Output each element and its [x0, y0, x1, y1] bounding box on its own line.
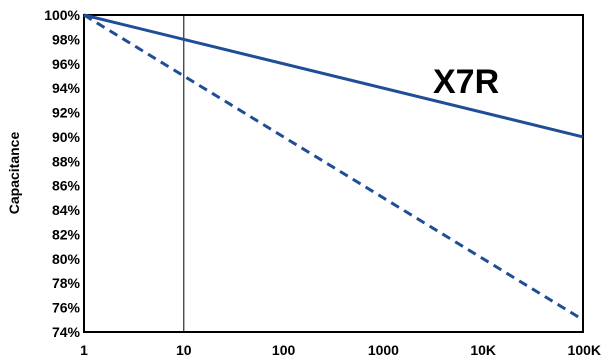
x-tick-label: 1 [80, 342, 88, 358]
y-tick-label: 88% [52, 153, 81, 169]
y-tick-label: 98% [52, 31, 81, 47]
y-tick-label: 86% [52, 178, 81, 194]
plot-frame [83, 14, 584, 333]
series-line-x7r [83, 13, 584, 139]
series-line-dashed [83, 13, 584, 322]
y-tick-label: 96% [52, 56, 81, 72]
series-label-x7r: X7R [433, 63, 499, 101]
y-tick-label: 74% [52, 324, 81, 340]
y-tick-label: 90% [52, 129, 81, 145]
y-tick-label: 78% [52, 275, 81, 291]
x-tick-label: 10 [176, 342, 192, 358]
y-tick-label: 92% [52, 105, 81, 121]
y-tick-label: 82% [52, 226, 81, 242]
x-tick-label: 10K [470, 342, 496, 358]
y-tick-label: 94% [52, 80, 81, 96]
y-tick-label: 84% [52, 202, 81, 218]
y-tick-label: 76% [52, 300, 81, 316]
x-tick-label: 100 [272, 342, 296, 358]
y-tick-label: 100% [44, 7, 80, 23]
x-tick-label: 100K [568, 342, 601, 358]
y-tick-label: 80% [52, 251, 81, 267]
x-tick-label: 1000 [368, 342, 399, 358]
y-axis-label: Capacitance [6, 132, 22, 215]
